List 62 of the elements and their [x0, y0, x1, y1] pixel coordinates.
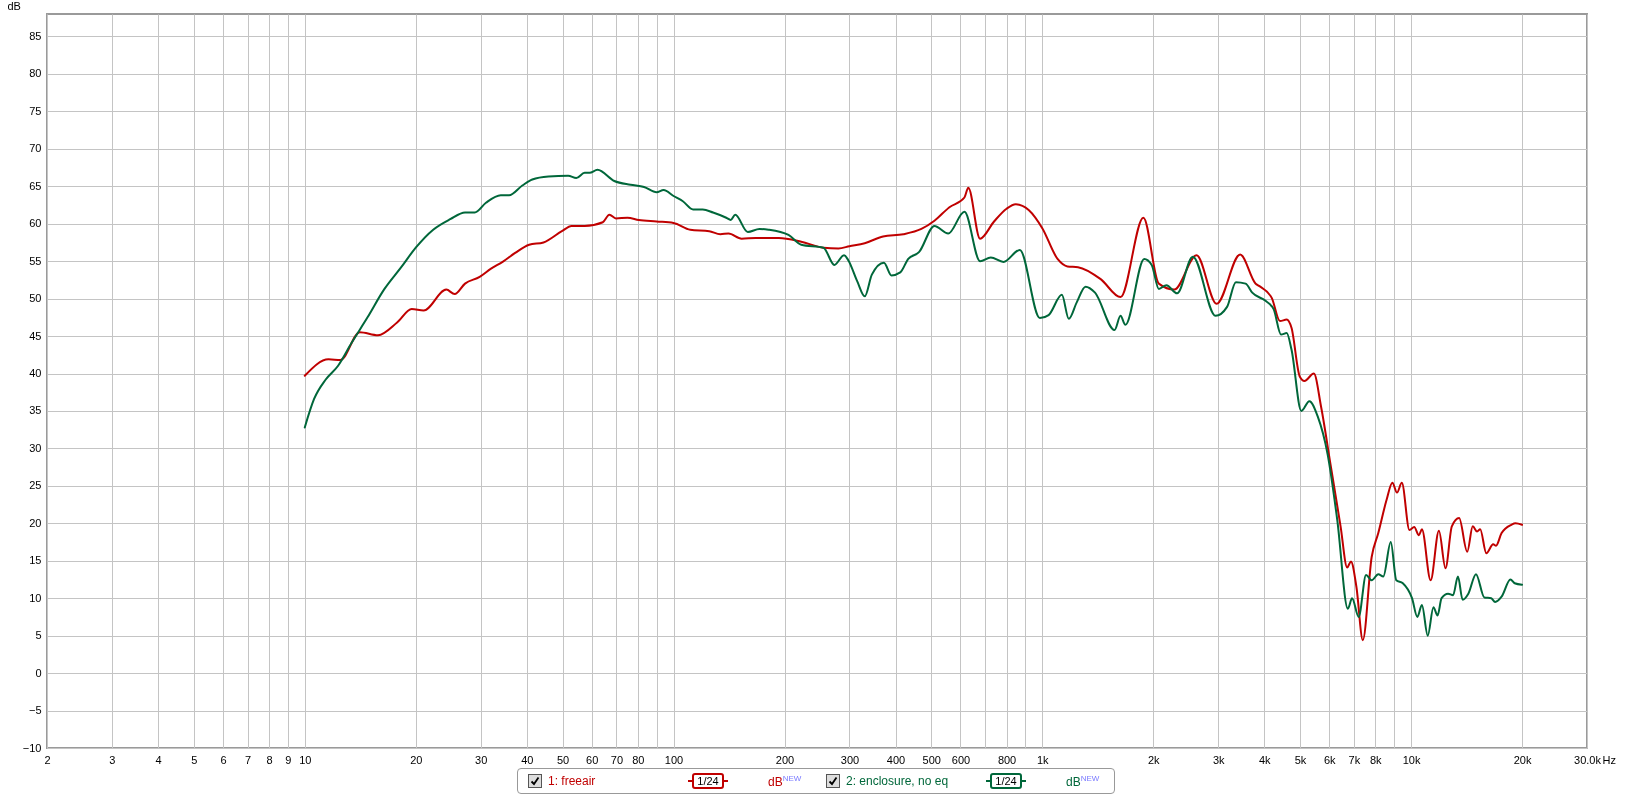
x-tick-label: 6k	[1323, 753, 1337, 766]
x-tick-label: 5k	[1294, 753, 1307, 766]
y-tick-label: 60	[29, 217, 42, 230]
x-tick-label: 7k	[1348, 753, 1361, 766]
y-tick-label: 30	[29, 441, 42, 454]
y-tick-label: 75	[29, 104, 42, 117]
y-tick-label: 20	[29, 516, 42, 529]
y-tick-label: 80	[29, 67, 42, 80]
y-tick-label: 55	[29, 254, 42, 267]
x-tick-label: 30.0k	[1574, 753, 1602, 766]
y-tick-label: 15	[29, 554, 42, 567]
y-tick-label: 0	[35, 666, 42, 679]
x-tick-label: 10k	[1402, 753, 1421, 766]
y-tick-label: 85	[29, 29, 42, 42]
x-tick-label: 70	[610, 753, 624, 766]
x-tick-label: 500	[922, 753, 941, 766]
y-tick-label: 40	[29, 367, 42, 380]
x-tick-label: 4	[155, 753, 162, 766]
x-tick-label: 3k	[1212, 753, 1226, 766]
y-tick-label: −5	[28, 704, 42, 717]
x-tick-label: 7	[245, 753, 252, 766]
text: 1/24	[692, 773, 724, 789]
text: dB$^{NEW}$	[768, 773, 802, 789]
y-tick-label: 35	[29, 404, 42, 417]
x-tick-label: 200	[775, 753, 795, 766]
y-tick-label: 70	[29, 142, 42, 155]
x-tick-label: 300	[840, 753, 860, 766]
text: dB$^{NEW}$	[1066, 773, 1100, 789]
y-tick-label: 10	[29, 591, 42, 604]
y-tick-label: 45	[29, 329, 42, 342]
x-tick-label: 9	[285, 753, 292, 766]
y-tick-label: −10	[22, 741, 42, 754]
text: 1/24	[990, 773, 1022, 789]
text: 2: enclosure, no eq	[846, 774, 950, 788]
x-tick-label: 20k	[1513, 753, 1532, 766]
y-tick-label: 50	[29, 292, 42, 305]
x-tick-label: 2k	[1147, 753, 1161, 766]
x-tick-label: 50	[556, 753, 570, 766]
x-tick-label: 40	[521, 753, 534, 766]
x-tick-label: 800	[997, 753, 1017, 766]
y-axis-title: dB	[7, 0, 21, 12]
x-tick-label: 600	[951, 753, 971, 766]
x-tick-label: 20	[410, 753, 423, 766]
x-tick-label: 4k	[1258, 753, 1272, 766]
x-tick-label: 400	[886, 753, 906, 766]
x-axis-title: Hz	[1602, 753, 1616, 766]
y-tick-label: 5	[35, 629, 42, 642]
x-tick-label: 3	[109, 753, 116, 766]
x-tick-label: 60	[586, 753, 599, 766]
x-tick-label: 8	[266, 753, 273, 766]
x-tick-label: 2	[44, 753, 51, 766]
x-tick-label: 10	[299, 753, 312, 766]
x-tick-label: 8k	[1370, 753, 1383, 766]
x-tick-label: 6	[220, 753, 227, 766]
x-tick-label: 30	[475, 753, 488, 766]
x-tick-label: 80	[632, 753, 645, 766]
x-tick-label: 1k	[1036, 753, 1050, 766]
x-tick-label: 100	[664, 753, 684, 766]
y-tick-label: 25	[29, 479, 42, 492]
text: 1: freeair	[548, 774, 597, 788]
x-tick-label: 5	[191, 753, 198, 766]
y-tick-label: 65	[29, 179, 42, 192]
